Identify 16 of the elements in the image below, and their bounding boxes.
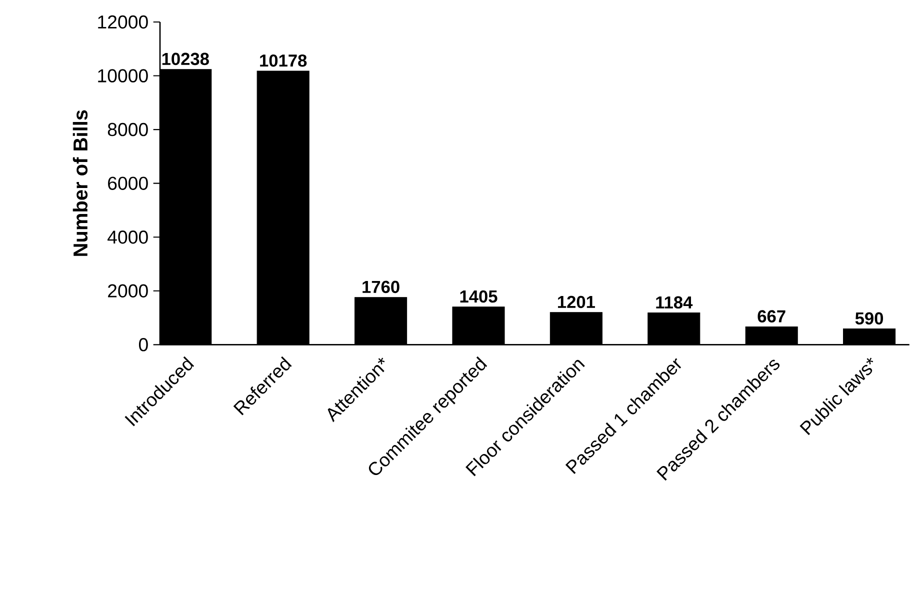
y-tick-label: 0 bbox=[138, 338, 148, 352]
data-label: 1405 bbox=[460, 290, 498, 302]
y-tick-label: 10000 bbox=[98, 68, 148, 82]
data-label: 10178 bbox=[260, 54, 307, 67]
data-label: 1760 bbox=[362, 280, 400, 293]
y-tick-label: 2000 bbox=[108, 284, 148, 298]
data-label: 667 bbox=[758, 310, 786, 322]
y-tick-label: 12000 bbox=[98, 15, 148, 28]
y-tick-label: 4000 bbox=[108, 230, 148, 244]
y-tick-label: 8000 bbox=[108, 122, 148, 136]
y-tick-label: 6000 bbox=[108, 176, 148, 190]
data-label: 1201 bbox=[558, 296, 595, 308]
y-axis-title: Number of Bills bbox=[72, 110, 88, 256]
data-label: 1184 bbox=[656, 296, 693, 308]
data-label: 10238 bbox=[162, 52, 209, 65]
data-label: 590 bbox=[855, 312, 884, 324]
